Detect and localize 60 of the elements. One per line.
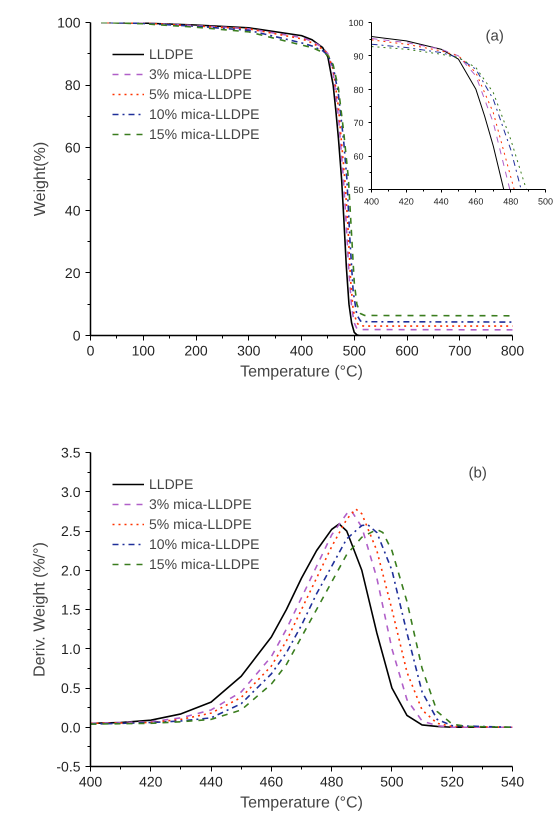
x-tick-label: 460 bbox=[468, 196, 484, 206]
y-tick-label: 70 bbox=[353, 118, 364, 128]
y-tick-label: 90 bbox=[353, 51, 364, 62]
x-tick-label: 300 bbox=[237, 342, 261, 358]
x-tick-label: 500 bbox=[380, 774, 404, 790]
y-tick-label: 3.0 bbox=[61, 484, 81, 500]
y-tick-label: 40 bbox=[64, 202, 81, 218]
x-tick-label: 800 bbox=[500, 342, 524, 358]
y-tick-label: 60 bbox=[353, 152, 364, 162]
y-axis-title: Weight(%) bbox=[32, 142, 50, 216]
legend-label: LLDPE bbox=[149, 476, 194, 492]
x-tick-label: 100 bbox=[132, 342, 156, 358]
y-tick-label: 80 bbox=[353, 84, 364, 95]
y-tick-label: 80 bbox=[64, 77, 81, 94]
y-tick-label: 2.0 bbox=[61, 562, 81, 578]
x-tick-label: 700 bbox=[448, 342, 472, 358]
legend-label: 10% mica-LLDPE bbox=[149, 106, 260, 122]
x-tick-label: 400 bbox=[290, 342, 314, 358]
legend-label: 3% mica-LLDPE bbox=[149, 66, 252, 82]
x-tick-label: 0 bbox=[86, 342, 95, 358]
x-tick-label: 600 bbox=[395, 342, 419, 358]
y-tick-label: 20 bbox=[64, 264, 81, 281]
y-tick-label: -0.5 bbox=[56, 758, 81, 774]
legend-label: 5% mica-LLDPE bbox=[149, 516, 252, 532]
annotation: (b) bbox=[468, 464, 487, 482]
y-tick-label: 1.0 bbox=[61, 640, 81, 657]
x-axis-title: Temperature (°C) bbox=[240, 364, 363, 380]
y-axis-title: Deriv. Weight (%/°) bbox=[31, 542, 48, 677]
y-tick-label: 60 bbox=[64, 140, 81, 156]
y-tick-label: 100 bbox=[348, 18, 364, 28]
x-tick-label: 500 bbox=[538, 196, 554, 206]
x-tick-label: 520 bbox=[440, 774, 464, 790]
legend-label: 15% mica-LLDPE bbox=[149, 556, 260, 572]
x-tick-label: 400 bbox=[78, 774, 102, 790]
x-tick-label: 420 bbox=[139, 774, 163, 790]
x-tick-label: 440 bbox=[199, 774, 223, 790]
y-tick-label: 0.0 bbox=[61, 719, 81, 736]
x-tick-label: 400 bbox=[364, 196, 380, 206]
legend-label: 5% mica-LLDPE bbox=[149, 86, 252, 102]
x-tick-label: 460 bbox=[260, 774, 284, 790]
annotation: (a) bbox=[486, 28, 504, 44]
x-tick-label: 540 bbox=[500, 774, 524, 790]
x-tick-label: 420 bbox=[398, 196, 414, 206]
legend-label: 10% mica-LLDPE bbox=[149, 536, 260, 552]
y-tick-label: 100 bbox=[57, 14, 81, 30]
x-tick-label: 500 bbox=[342, 342, 366, 358]
x-tick-label: 480 bbox=[320, 774, 344, 790]
legend-label: 15% mica-LLDPE bbox=[149, 126, 260, 142]
legend-label: LLDPE bbox=[149, 46, 194, 62]
y-tick-label: 1.5 bbox=[61, 602, 81, 618]
x-tick-label: 440 bbox=[434, 196, 449, 206]
legend-label: 3% mica-LLDPE bbox=[149, 496, 252, 512]
x-tick-label: 480 bbox=[503, 196, 518, 206]
y-tick-label: 0.5 bbox=[61, 680, 81, 696]
y-tick-label: 2.5 bbox=[61, 523, 81, 539]
y-tick-label: 3.5 bbox=[61, 444, 81, 460]
y-tick-label: 50 bbox=[353, 185, 364, 195]
x-axis-title: Temperature (°C) bbox=[240, 794, 363, 812]
y-tick-label: 0 bbox=[72, 328, 81, 344]
x-tick-label: 200 bbox=[184, 342, 208, 358]
